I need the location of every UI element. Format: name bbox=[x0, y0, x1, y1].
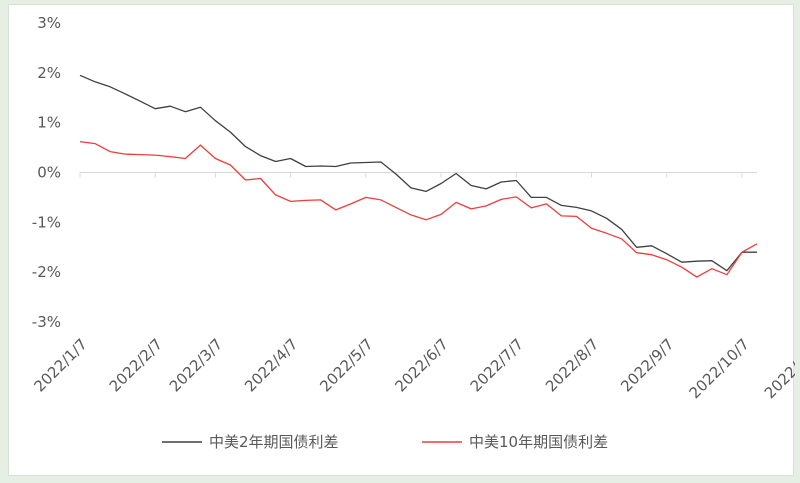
y-tick-label: -1% bbox=[32, 213, 61, 231]
y-tick-label: 1% bbox=[37, 114, 61, 132]
x-tick-label: 2022/6/7 bbox=[392, 335, 452, 395]
x-tick-label: 2022/4/7 bbox=[241, 335, 301, 395]
legend-label-2y: 中美2年期国债利差 bbox=[209, 433, 339, 451]
series-line-10y bbox=[79, 140, 758, 278]
x-tick-label: 2022/8/7 bbox=[542, 335, 602, 395]
x-tick-label: 2022/1/7 bbox=[30, 335, 90, 395]
y-axis: 3% 2% 1% 0% -1% -2% -3% bbox=[32, 14, 61, 331]
x-tick-label: 2022/5/7 bbox=[316, 335, 376, 395]
x-tick-label: 2022/2/7 bbox=[106, 335, 166, 395]
legend: 中美2年期国债利差 中美10年期国债利差 bbox=[162, 433, 608, 451]
x-tick-label: 2022/3/7 bbox=[166, 335, 226, 395]
y-tick-label: 2% bbox=[37, 64, 61, 82]
x-tick-label: 2022/10/7 bbox=[686, 335, 753, 402]
x-tick-label: 2022/9/7 bbox=[617, 335, 677, 395]
series-line-2y bbox=[79, 74, 757, 272]
y-tick-label: 0% bbox=[37, 164, 61, 182]
x-tick-label: 2022/11/7 bbox=[761, 335, 795, 402]
x-tick-label: 2022/7/7 bbox=[467, 335, 527, 395]
y-tick-label: -3% bbox=[32, 313, 61, 331]
y-tick-label: -2% bbox=[32, 263, 61, 281]
legend-label-10y: 中美10年期国债利差 bbox=[469, 433, 608, 451]
spread-line-chart: 3% 2% 1% 0% -1% -2% -3% 2022/1/7 2022/2/7 2022/3… bbox=[30, 14, 795, 451]
y-tick-label: 3% bbox=[37, 14, 61, 32]
x-axis: 2022/1/7 2022/2/7 2022/3/7 2022/4/7 2022/5/7… bbox=[30, 172, 795, 402]
series-layer bbox=[79, 74, 758, 278]
chart-frame: 3% 2% 1% 0% -1% -2% -3% 2022/1/7 2022/2/7 2022/3… bbox=[8, 4, 795, 476]
